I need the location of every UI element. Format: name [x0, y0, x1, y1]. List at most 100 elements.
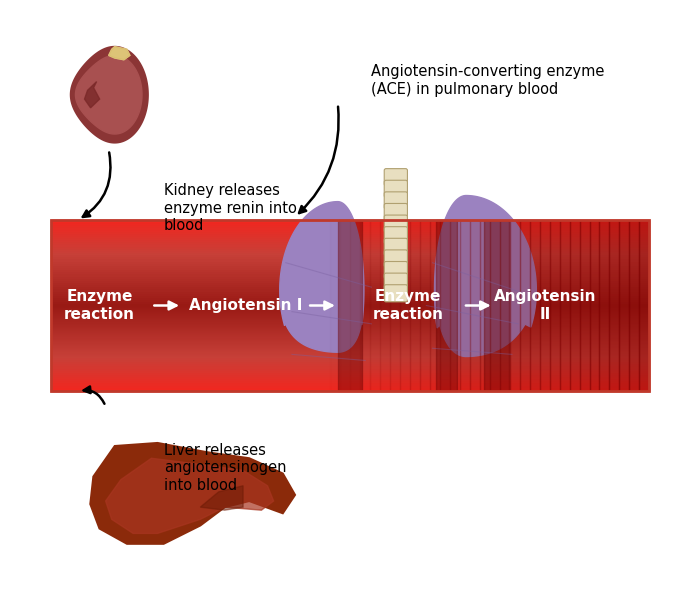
Bar [330, 220, 340, 391]
Bar [50, 367, 650, 370]
Bar [370, 220, 380, 391]
Bar [380, 220, 390, 391]
Bar [50, 310, 650, 312]
Bar [50, 286, 650, 288]
FancyBboxPatch shape [384, 273, 407, 290]
Bar [599, 220, 610, 391]
Bar [50, 323, 650, 324]
Bar [400, 220, 410, 391]
Bar [50, 224, 650, 227]
Bar [50, 271, 650, 274]
Text: Angiotensin
II: Angiotensin II [494, 289, 597, 322]
Text: Liver releases
angiotensinogen
into blood: Liver releases angiotensinogen into bloo… [164, 443, 286, 493]
Bar [610, 220, 620, 391]
Bar [50, 304, 650, 306]
Bar [519, 220, 530, 391]
Bar [50, 333, 650, 335]
Bar [50, 282, 650, 284]
Bar [50, 254, 650, 257]
Bar [50, 244, 650, 246]
Bar [50, 374, 650, 376]
Bar [50, 314, 650, 316]
Bar [340, 220, 350, 391]
Bar [350, 220, 360, 391]
Bar [50, 246, 650, 248]
Bar [50, 231, 650, 233]
Bar [50, 342, 650, 344]
Bar [50, 269, 650, 271]
Bar [50, 265, 650, 267]
FancyBboxPatch shape [384, 238, 407, 255]
Bar [50, 250, 650, 252]
FancyBboxPatch shape [384, 192, 407, 209]
Bar [430, 220, 440, 391]
Bar [50, 277, 650, 280]
FancyBboxPatch shape [384, 180, 407, 197]
Bar [50, 291, 650, 293]
Bar [50, 385, 650, 387]
Polygon shape [108, 46, 130, 60]
Polygon shape [108, 46, 130, 60]
Bar [50, 359, 650, 361]
Bar [490, 220, 500, 391]
Bar [50, 227, 650, 229]
Bar [50, 220, 650, 222]
Bar [50, 258, 650, 260]
Bar [50, 346, 650, 348]
Text: Angiotensin I: Angiotensin I [190, 298, 303, 313]
Bar [50, 312, 650, 314]
Bar [50, 267, 650, 269]
Bar [50, 288, 650, 291]
Bar [50, 357, 650, 359]
Bar [50, 276, 650, 277]
Bar [50, 220, 650, 391]
Bar [50, 284, 650, 286]
Polygon shape [200, 486, 243, 510]
Polygon shape [280, 202, 364, 352]
Bar [50, 361, 650, 363]
Bar [50, 382, 650, 385]
Polygon shape [106, 458, 274, 533]
Bar [50, 307, 650, 310]
Bar [460, 220, 470, 391]
Bar [50, 233, 650, 235]
Bar [620, 220, 629, 391]
Bar [50, 380, 650, 382]
Bar [580, 220, 589, 391]
Bar [50, 348, 650, 351]
Bar [530, 220, 540, 391]
Bar [559, 220, 570, 391]
Bar [50, 241, 650, 243]
Bar [470, 220, 480, 391]
FancyBboxPatch shape [384, 227, 407, 244]
Bar [50, 318, 650, 320]
Bar [50, 260, 650, 263]
Bar [50, 229, 650, 230]
FancyBboxPatch shape [384, 285, 407, 302]
Bar [589, 220, 599, 391]
Polygon shape [71, 46, 148, 143]
FancyBboxPatch shape [384, 169, 407, 186]
Bar [50, 295, 650, 297]
Bar [50, 337, 650, 340]
Bar [50, 387, 650, 389]
Polygon shape [85, 82, 99, 108]
Bar [639, 220, 650, 391]
Text: Enzyme
reaction: Enzyme reaction [372, 289, 444, 322]
Bar [50, 324, 650, 327]
Bar [50, 257, 650, 258]
Bar [50, 316, 650, 318]
Bar [50, 280, 650, 282]
Bar [50, 331, 650, 334]
Bar [50, 299, 650, 301]
Bar [50, 237, 650, 239]
FancyBboxPatch shape [384, 262, 407, 279]
Bar [50, 252, 650, 254]
Bar [440, 220, 450, 391]
Bar [390, 220, 400, 391]
Bar [50, 248, 650, 250]
Bar [484, 220, 509, 391]
FancyBboxPatch shape [384, 215, 407, 232]
Bar [50, 293, 650, 295]
Bar [500, 220, 510, 391]
